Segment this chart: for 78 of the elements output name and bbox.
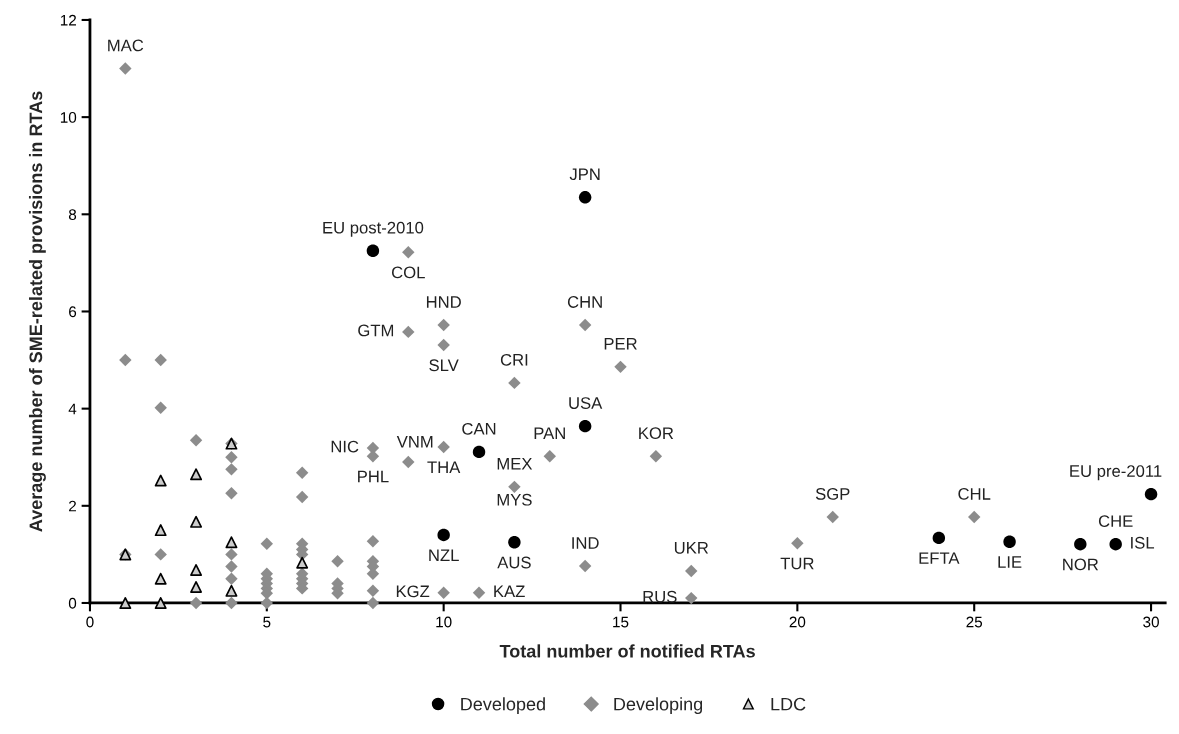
- x-tick-label: 5: [263, 616, 271, 628]
- annotation: PER: [604, 338, 637, 350]
- annotation: TUR: [780, 557, 814, 570]
- point: [154, 596, 167, 609]
- y-tick-label: 4: [68, 403, 77, 415]
- point: [1074, 537, 1087, 551]
- x-axis-title: Total number of notified RTAs: [499, 644, 755, 658]
- point: [190, 563, 203, 576]
- annotation: CRI: [500, 353, 528, 366]
- annotation: RUS: [643, 590, 677, 603]
- annotation: JPN: [569, 168, 600, 181]
- point: [437, 528, 450, 542]
- y-tick-label: 12: [60, 14, 76, 26]
- annotation: LIE: [998, 556, 1022, 568]
- x-tick-label: 15: [613, 616, 629, 628]
- annotation: AUS: [497, 556, 531, 569]
- annotation: ISL: [1131, 536, 1155, 549]
- annotation: EU post-2010: [323, 221, 424, 237]
- point: [225, 584, 238, 597]
- point: [1003, 535, 1016, 548]
- annotation: IND: [572, 537, 599, 549]
- annotation: MEX: [497, 458, 533, 470]
- point: [296, 556, 309, 569]
- point: [1144, 487, 1158, 501]
- x-tick-label: 10: [436, 616, 452, 628]
- y-tick-label: 10: [60, 112, 77, 123]
- annotation: CAN: [462, 422, 496, 435]
- point: [366, 244, 380, 257]
- annotation: MAC: [108, 39, 144, 52]
- x-tick-label: 25: [966, 616, 983, 628]
- annotation: THA: [427, 461, 461, 473]
- y-tick-label: 2: [69, 500, 76, 512]
- annotation: HND: [426, 296, 461, 308]
- annotation: GTM: [358, 324, 394, 337]
- annotation: KGZ: [396, 585, 430, 598]
- point: [472, 445, 486, 459]
- point: [508, 536, 521, 549]
- point: [225, 536, 238, 549]
- legend-label: LDC: [771, 697, 806, 711]
- legend-label: Developing: [614, 697, 703, 715]
- point: [154, 524, 167, 537]
- annotation: EFTA: [919, 552, 960, 564]
- point: [190, 468, 203, 481]
- annotation: MYS: [497, 493, 532, 506]
- legend-label: Developed: [461, 697, 545, 715]
- point: [932, 531, 946, 545]
- annotation: SGP: [815, 488, 850, 500]
- annotation: USA: [569, 397, 603, 409]
- annotation: UKR: [674, 542, 709, 554]
- y-tick-label: 6: [69, 306, 77, 318]
- x-tick-label: 20: [789, 616, 806, 628]
- annotation: KAZ: [494, 585, 525, 598]
- point: [190, 515, 203, 528]
- annotation: CHN: [567, 296, 602, 308]
- annotation: CHL: [958, 488, 991, 500]
- point: [190, 580, 203, 593]
- point: [578, 191, 592, 204]
- annotation: KOR: [639, 427, 674, 440]
- annotation: EU pre-2011: [1070, 465, 1162, 481]
- point: [578, 419, 592, 433]
- annotation: NZL: [429, 549, 459, 561]
- annotation: COL: [392, 266, 425, 279]
- annotation: NIC: [331, 440, 359, 453]
- annotation: CHE: [1098, 515, 1133, 528]
- x-tick-label: 0: [86, 616, 94, 628]
- annotation: VNM: [396, 436, 433, 448]
- x-tick-label: 30: [1143, 616, 1159, 628]
- point: [154, 572, 167, 585]
- y-tick-label: 8: [68, 209, 77, 220]
- y-axis-title: Average number of SME-related provisions in RTAs: [28, 91, 46, 532]
- annotation: SLV: [429, 359, 459, 372]
- annotation: PAN: [534, 427, 565, 439]
- y-tick-label: 0: [68, 597, 77, 609]
- point: [119, 596, 132, 609]
- point: [154, 474, 167, 487]
- annotation: NOR: [1063, 558, 1099, 571]
- point: [1109, 537, 1122, 551]
- annotation: PHL: [358, 470, 389, 483]
